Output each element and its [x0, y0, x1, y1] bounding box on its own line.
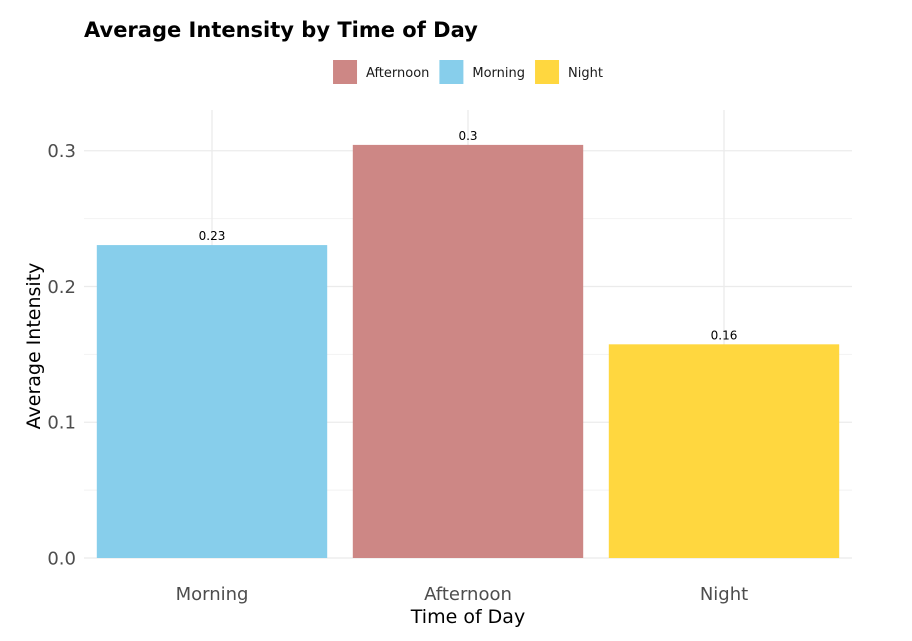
bars — [96, 144, 840, 558]
x-tick-label-morning: Morning — [176, 584, 249, 605]
legend-label-night: Night — [568, 66, 603, 81]
legend-key-afternoon — [333, 60, 358, 84]
x-tick-label-afternoon: Afternoon — [424, 584, 512, 605]
y-tick-label: 0.3 — [47, 141, 76, 162]
y-tick-label: 0.2 — [47, 277, 76, 298]
data-label-morning: 0.23 — [199, 229, 226, 243]
data-labels: 0.23 0.3 0.16 — [199, 129, 738, 342]
axes: 0.0 0.1 0.2 0.3 Morning Afternoon Night — [47, 141, 748, 605]
x-axis-title: Time of Day — [410, 606, 525, 628]
chart-title: Average Intensity by Time of Day — [84, 18, 478, 42]
bar-night — [608, 344, 840, 558]
x-tick-label-night: Night — [700, 584, 748, 605]
bar-morning — [96, 245, 328, 558]
legend-key-night — [535, 60, 560, 84]
legend-label-morning: Morning — [472, 66, 525, 81]
legend: Afternoon Morning Night — [333, 60, 603, 84]
legend-key-morning — [439, 60, 464, 84]
y-axis-title: Average Intensity — [23, 263, 45, 430]
data-label-night: 0.16 — [711, 328, 738, 342]
legend-label-afternoon: Afternoon — [366, 66, 429, 81]
y-tick-label: 0.1 — [47, 413, 76, 434]
bar-afternoon — [352, 144, 584, 558]
y-tick-label: 0.0 — [47, 549, 76, 570]
data-label-afternoon: 0.3 — [458, 129, 477, 143]
